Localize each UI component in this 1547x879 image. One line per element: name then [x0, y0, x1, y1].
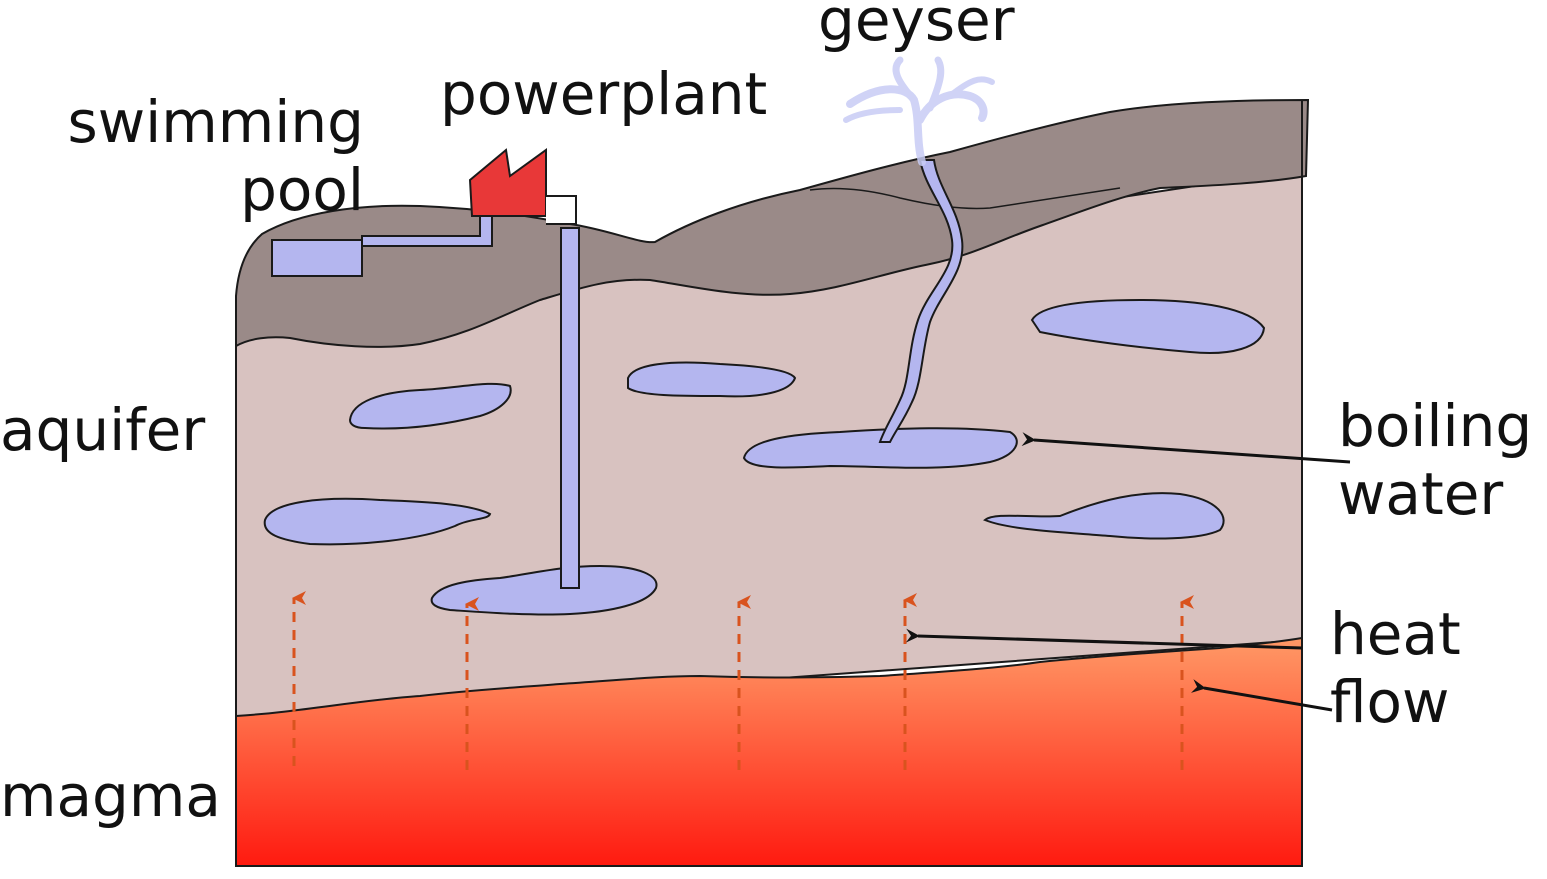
- swimming-pool-label-line2: pool: [240, 156, 364, 224]
- boiling-water-label: boiling water: [1338, 392, 1532, 528]
- water-pocket: [263, 497, 492, 546]
- swimming-pool-label: swimming pool: [52, 88, 364, 224]
- boiling-water-pointer: [1021, 432, 1351, 464]
- water-pocket: [627, 361, 797, 398]
- water-pocket: [1030, 298, 1266, 354]
- swimming-pool: [271, 239, 363, 277]
- heat-flow-pointer: [905, 628, 1303, 650]
- boiling-water-label-line1: boiling: [1338, 392, 1533, 460]
- boiling-water-pocket: [742, 427, 1018, 469]
- magma-layer: [235, 636, 1303, 867]
- powerplant-label: powerplant: [440, 60, 768, 128]
- reservoir-pocket: [430, 564, 658, 616]
- water-pocket: [983, 492, 1225, 540]
- swimming-pool-label-line1: swimming: [67, 88, 364, 156]
- magma-label: magma: [0, 762, 221, 830]
- water-pocket: [348, 382, 512, 430]
- heat-flow-arrows: [292, 591, 1194, 770]
- geyser-channel: [878, 159, 964, 443]
- well-pipe: [560, 227, 580, 589]
- powerplant-building: [468, 148, 577, 225]
- magma-pointer: [1190, 679, 1333, 712]
- rock-ridge-line: [809, 187, 1121, 210]
- geyser-label: geyser: [818, 0, 1015, 54]
- boiling-water-label-line2: water: [1338, 460, 1504, 528]
- aquifer-label: aquifer: [0, 396, 206, 464]
- geyser-steam: [843, 56, 995, 166]
- heat-flow-label: heat flow: [1330, 600, 1461, 736]
- diagram-border: [235, 100, 1303, 867]
- heat-flow-label-line2: flow: [1330, 668, 1450, 736]
- heat-flow-label-line1: heat: [1330, 600, 1461, 668]
